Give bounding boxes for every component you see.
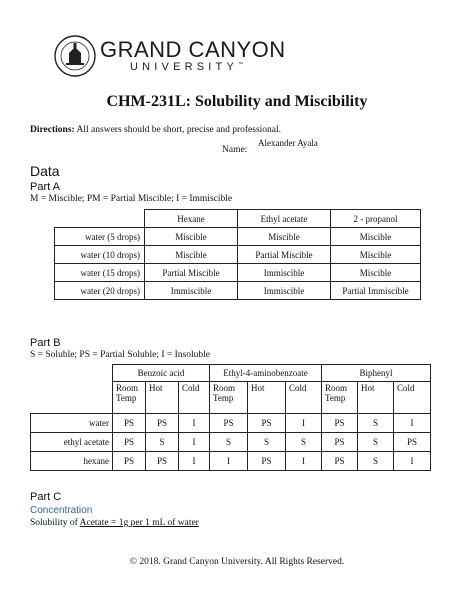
table-cell: S — [357, 432, 394, 452]
table-cell: PS — [209, 413, 248, 433]
table-cell: PS — [321, 451, 358, 471]
table-cell: Partial Miscible — [237, 245, 331, 264]
table-cell: Miscible — [144, 245, 238, 264]
table-row: water PS PS I PS PS I PS S I — [30, 413, 431, 433]
subcolumn-header: Cold — [393, 381, 431, 414]
subcolumn-header: Cold — [178, 381, 210, 414]
table-cell: Miscible — [237, 227, 331, 246]
table-row: water (15 drops) Partial Miscible Immisc… — [54, 263, 421, 282]
group-header: Benzoic acid — [112, 364, 210, 382]
directions: Directions: All answers should be short,… — [30, 125, 281, 135]
name-value: Alexander Ayala — [258, 138, 318, 148]
part-a-table: Hexane Ethyl acetate 2 - propanol water … — [54, 209, 421, 300]
table-subheader-row: Room Temp Hot Cold Room Temp Hot Cold Ro… — [31, 381, 431, 414]
column-header: Ethyl acetate — [237, 209, 331, 228]
table-cell: Miscible — [330, 263, 421, 282]
table-row: hexane PS PS I I PS I PS S I — [30, 451, 431, 471]
table-cell: S — [145, 432, 179, 452]
row-label: water (5 drops) — [54, 227, 145, 246]
row-label: ethyl acetate — [30, 432, 113, 452]
data-heading: Data — [30, 163, 60, 179]
table-row: water (20 drops) Immiscible Immiscible P… — [54, 281, 421, 300]
table-cell: I — [178, 451, 210, 471]
table-cell: I — [178, 432, 210, 452]
table-cell: PS — [393, 432, 431, 452]
subcolumn-header: Hot — [357, 381, 394, 414]
part-b-table: Benzoic acid Ethyl-4-aminobenzoate Biphe… — [30, 364, 431, 471]
table-cell: I — [209, 451, 248, 471]
directions-label: Directions: — [30, 125, 75, 135]
part-b-heading: Part B — [30, 337, 61, 349]
subcolumn-header: Room Temp — [112, 381, 146, 414]
table-cell: Immiscible — [237, 263, 331, 282]
part-b-legend: S = Soluble; PS = Partial Soluble; I = I… — [30, 350, 210, 360]
brand-university: UNIVERSITY™ — [130, 61, 244, 73]
table-cell: S — [285, 432, 322, 452]
table-cell: PS — [247, 413, 286, 433]
table-cell: Immiscible — [237, 281, 331, 300]
table-cell: Miscible — [330, 227, 421, 246]
table-corner — [55, 210, 145, 228]
solubility-line: Solubility of Acetate = 1g per 1 mL of w… — [30, 518, 199, 528]
subcolumn-header: Room Temp — [321, 381, 358, 414]
group-header: Ethyl-4-aminobenzoate — [209, 364, 322, 382]
column-header: Hexane — [144, 209, 238, 228]
table-cell: S — [357, 413, 394, 433]
table-cell: PS — [145, 413, 179, 433]
name-label: Name: — [222, 145, 248, 155]
part-c-heading: Part C — [30, 491, 62, 503]
table-row: water (5 drops) Miscible Miscible Miscib… — [54, 227, 421, 246]
table-cell: Partial Miscible — [144, 263, 238, 282]
page-title: CHM-231L: Solubility and Miscibility — [106, 93, 368, 110]
table-cell: PS — [321, 413, 358, 433]
subcolumn-header: Hot — [247, 381, 286, 414]
row-label: hexane — [30, 451, 113, 471]
table-row: ethyl acetate PS S I S S S PS S PS — [30, 432, 431, 452]
group-header: Biphenyl — [321, 364, 431, 382]
table-corner — [31, 382, 113, 414]
table-cell: PS — [112, 432, 146, 452]
row-label: water (10 drops) — [54, 245, 145, 264]
table-cell: Miscible — [330, 245, 421, 264]
table-cell: PS — [112, 413, 146, 433]
table-cell: Partial Immiscible — [330, 281, 421, 300]
table-cell: PS — [145, 451, 179, 471]
table-cell: PS — [112, 451, 146, 471]
directions-text: All answers should be short, precise and… — [74, 125, 282, 135]
table-header-row: Hexane Ethyl acetate 2 - propanol — [55, 209, 421, 228]
table-cell: Miscible — [144, 227, 238, 246]
table-cell: PS — [321, 432, 358, 452]
table-cell: S — [357, 451, 394, 471]
table-cell: Immiscible — [144, 281, 238, 300]
brand-name: GRAND CANYON — [100, 37, 286, 62]
part-a-heading: Part A — [30, 181, 60, 193]
table-corner — [31, 365, 113, 382]
part-a-legend: M = Miscible; PM = Partial Miscible; I =… — [30, 194, 233, 204]
table-group-header-row: Benzoic acid Ethyl-4-aminobenzoate Biphe… — [31, 364, 431, 382]
subcolumn-header: Cold — [285, 381, 322, 414]
table-cell: I — [393, 451, 431, 471]
university-seal-logo — [54, 35, 96, 77]
row-label: water — [30, 413, 113, 433]
row-label: water (15 drops) — [54, 263, 145, 282]
table-cell: PS — [247, 451, 286, 471]
solubility-prefix: Solubility of — [30, 518, 80, 528]
solubility-answer: Acetate = 1g per 1 mL of water — [79, 518, 199, 528]
table-cell: I — [285, 413, 322, 433]
concentration-subheading: Concentration — [30, 505, 93, 516]
table-cell: S — [247, 432, 286, 452]
table-cell: I — [178, 413, 210, 433]
table-cell: I — [393, 413, 431, 433]
subcolumn-header: Room Temp — [209, 381, 248, 414]
table-cell: I — [285, 451, 322, 471]
row-label: water (20 drops) — [54, 281, 145, 300]
table-cell: S — [209, 432, 248, 452]
table-row: water (10 drops) Miscible Partial Miscib… — [54, 245, 421, 264]
subcolumn-header: Hot — [145, 381, 179, 414]
copyright-footer: © 2018. Grand Canyon University. All Rig… — [129, 557, 345, 567]
column-header: 2 - propanol — [330, 209, 421, 228]
